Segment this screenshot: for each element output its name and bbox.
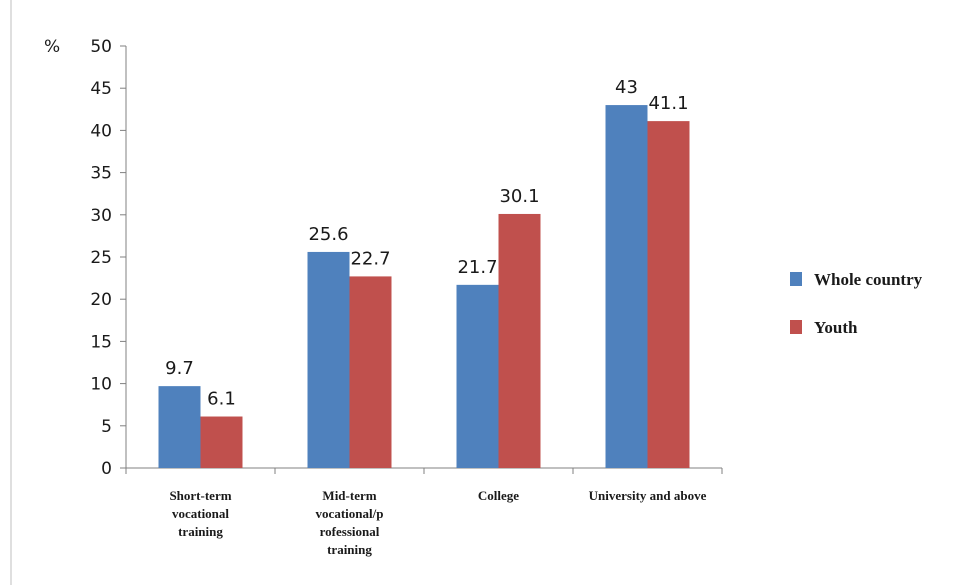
bar-youth [647, 121, 690, 468]
y-tick-label: 45 [90, 79, 112, 99]
legend-swatch [790, 272, 802, 286]
x-category-label: Mid-term vocational/p rofessional training [316, 488, 384, 557]
bar-whole-country [158, 386, 201, 468]
y-tick-label: 5 [101, 417, 112, 437]
y-tick-label: 20 [90, 290, 112, 310]
y-axis-unit-label: % [44, 37, 60, 57]
y-tick-label: 40 [90, 121, 112, 141]
y-tick-label: 35 [90, 164, 112, 184]
y-tick-label: 15 [90, 332, 112, 352]
bar-whole-country [307, 251, 350, 468]
bar-whole-country [456, 284, 499, 468]
bar-youth [349, 276, 392, 468]
legend: Whole country Youth [790, 270, 923, 337]
x-category-label: College [478, 488, 519, 503]
bar-youth [200, 416, 243, 468]
legend-label: Youth [814, 318, 858, 337]
bar-youth [498, 213, 541, 468]
data-label: 41.1 [648, 93, 688, 114]
data-label: 9.7 [165, 358, 194, 379]
x-category-label: University and above [589, 488, 707, 503]
bars [158, 105, 690, 468]
data-label: 30.1 [499, 186, 539, 207]
data-label: 6.1 [207, 389, 236, 410]
y-tick-label: 25 [90, 248, 112, 268]
legend-label: Whole country [814, 270, 923, 289]
x-category-label: Short-term vocational training [169, 488, 231, 539]
data-label: 21.7 [457, 257, 497, 278]
data-label: 22.7 [350, 248, 390, 269]
data-label: 25.6 [308, 224, 348, 245]
y-tick-label: 10 [90, 375, 112, 395]
bar-whole-country [605, 105, 648, 468]
axes: 0 5 10 15 20 25 30 35 40 45 50% Short-term vocationa… [44, 37, 723, 557]
data-label: 43 [615, 77, 638, 98]
y-tick-label: 0 [101, 459, 112, 479]
data-labels: 9.7 25.6 21.7 43 6.1 22.7 30.1 41.1 [165, 77, 688, 409]
y-tick-label: 30 [90, 206, 112, 226]
y-tick-label: 50 [90, 37, 112, 57]
legend-swatch [790, 320, 802, 334]
